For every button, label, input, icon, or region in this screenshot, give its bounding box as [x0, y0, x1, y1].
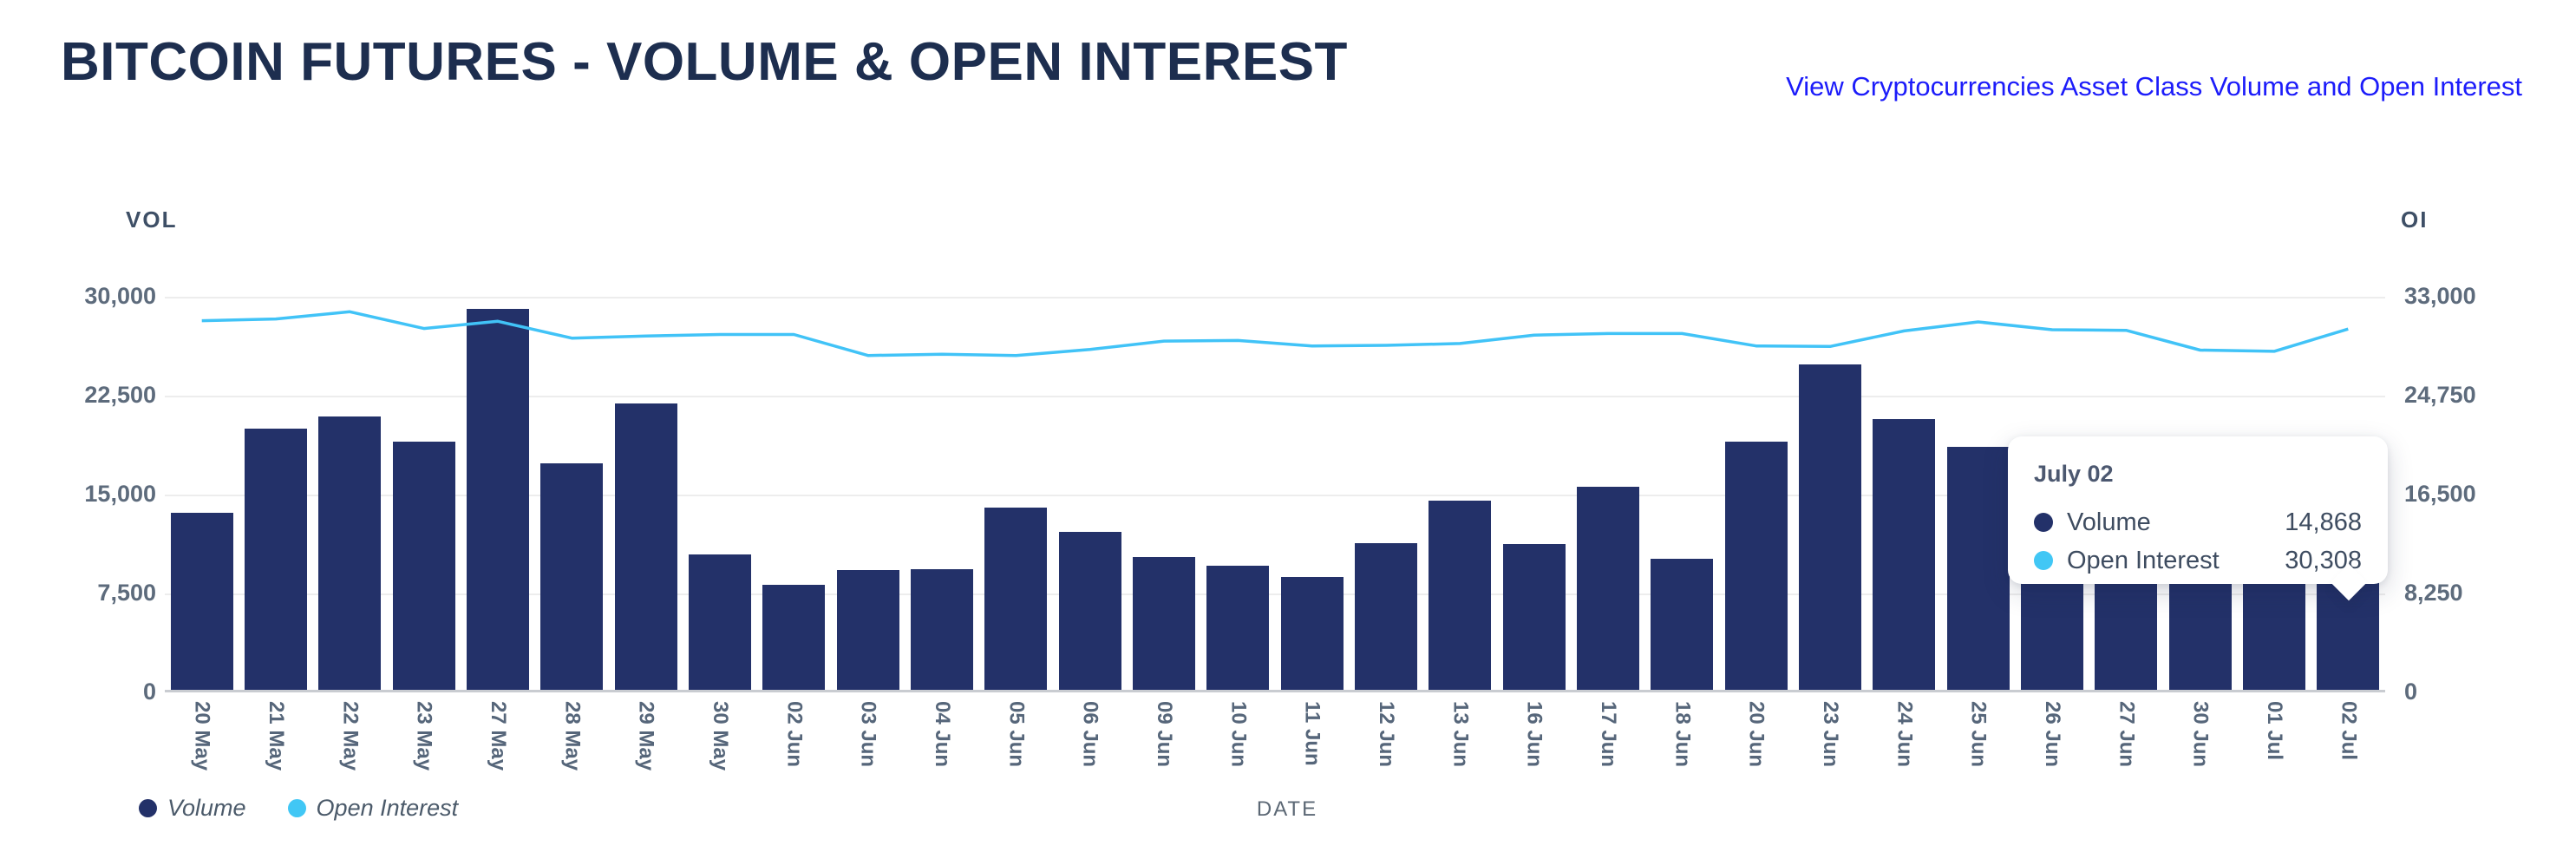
volume-bar-24-jun[interactable] [1873, 419, 1936, 690]
open-interest-dot-icon [2034, 551, 2053, 570]
left-tick: 30,000 [84, 283, 156, 309]
x-tick-05-jun: 05 Jun [1004, 701, 1029, 768]
left-axis-caption: VOL [126, 207, 178, 233]
x-tick-21-may: 21 May [265, 701, 288, 771]
volume-bar-28-may[interactable] [540, 462, 604, 690]
x-tick-25-jun: 25 Jun [1966, 701, 1991, 768]
x-tick-26-jun: 26 Jun [2041, 701, 2064, 768]
page-title: BITCOIN FUTURES - VOLUME & OPEN INTEREST [61, 32, 1348, 92]
volume-bar-22-may[interactable] [318, 416, 382, 690]
volume-bar-29-may[interactable] [614, 403, 677, 690]
open-interest-dot-icon [287, 799, 306, 817]
volume-bar-06-jun[interactable] [1058, 532, 1121, 690]
right-tick: 33,000 [2404, 283, 2476, 309]
volume-bar-05-jun[interactable] [984, 508, 1048, 690]
volume-bar-12-jun[interactable] [1355, 543, 1417, 690]
volume-bar-30-may[interactable] [689, 554, 751, 690]
x-tick-18-jun: 18 Jun [1670, 701, 1695, 768]
volume-bar-30-jun[interactable] [2168, 581, 2232, 690]
right-tick: 0 [2404, 679, 2418, 705]
volume-bar-09-jun[interactable] [1133, 557, 1195, 690]
tooltip-row-open-interest: Open Interest 30,308 [2034, 541, 2362, 580]
x-tick-04-jun: 04 Jun [931, 701, 954, 768]
volume-bar-04-jun[interactable] [911, 568, 973, 690]
volume-bar-21-may[interactable] [245, 429, 307, 690]
plot-area[interactable] [165, 297, 2385, 692]
tooltip-row-volume: Volume 14,868 [2034, 503, 2362, 541]
volume-bar-18-jun[interactable] [1651, 558, 1714, 690]
volume-bar-17-jun[interactable] [1577, 486, 1639, 690]
right-tick: 16,500 [2404, 481, 2476, 507]
x-tick-30-jun: 30 Jun [2188, 701, 2213, 768]
x-tick-02-jun: 02 Jun [782, 701, 807, 768]
left-tick: 7,500 [97, 580, 156, 606]
x-tick-10-jun: 10 Jun [1226, 701, 1251, 768]
volume-bar-26-jun[interactable] [2021, 580, 2083, 690]
gridline [165, 396, 2385, 397]
volume-dot-icon [2034, 513, 2053, 532]
x-tick-28-may: 28 May [560, 701, 585, 771]
tooltip-volume-value: 14,868 [2285, 508, 2362, 536]
tooltip-open-interest-label: Open Interest [2067, 546, 2220, 574]
volume-bar-02-jun[interactable] [762, 585, 826, 690]
x-tick-11-jun: 11 Jun [1300, 701, 1324, 766]
x-tick-13-jun: 13 Jun [1448, 701, 1473, 768]
x-tick-09-jun: 09 Jun [1153, 701, 1176, 768]
left-tick: 15,000 [84, 481, 156, 507]
x-tick-22-may: 22 May [338, 701, 363, 771]
volume-bar-23-jun[interactable] [1799, 364, 1861, 690]
gridline [165, 495, 2385, 496]
x-tick-12-jun: 12 Jun [1375, 701, 1398, 768]
x-tick-20-jun: 20 Jun [1744, 701, 1769, 768]
x-tick-24-jun: 24 Jun [1893, 701, 1917, 768]
x-tick-01-jul: 01 Jul [2263, 701, 2286, 761]
left-tick: 22,500 [84, 382, 156, 408]
x-tick-30-may: 30 May [709, 701, 732, 771]
volume-bar-13-jun[interactable] [1429, 500, 1492, 690]
x-tick-27-jun: 27 Jun [2115, 701, 2139, 768]
gridline [165, 297, 2385, 298]
asset-class-link[interactable]: View Cryptocurrencies Asset Class Volume… [1786, 71, 2522, 102]
volume-dot-icon [139, 799, 157, 817]
x-tick-27-may: 27 May [487, 701, 510, 771]
volume-bar-10-jun[interactable] [1206, 566, 1270, 690]
volume-bar-20-jun[interactable] [1724, 442, 1788, 690]
volume-bar-23-may[interactable] [392, 442, 455, 690]
x-tick-23-may: 23 May [412, 701, 436, 771]
legend: Volume Open Interest [139, 795, 458, 822]
left-tick: 0 [142, 679, 156, 705]
tooltip: July 02 Volume 14,868 Open Interest 30,3… [2008, 436, 2388, 601]
right-tick: 24,750 [2404, 382, 2476, 408]
volume-bar-16-jun[interactable] [1502, 544, 1566, 690]
x-tick-02-jul: 02 Jul [2337, 701, 2361, 761]
volume-bar-20-may[interactable] [170, 513, 233, 690]
volume-bar-03-jun[interactable] [836, 569, 899, 690]
tooltip-date: July 02 [2034, 461, 2114, 487]
volume-bar-11-jun[interactable] [1280, 577, 1344, 690]
right-axis-caption: OI [2401, 207, 2429, 233]
volume-bar-01-jul[interactable] [2243, 580, 2305, 690]
x-tick-29-may: 29 May [634, 701, 658, 771]
x-tick-23-jun: 23 Jun [1819, 701, 1842, 768]
legend-label-volume: Volume [167, 795, 246, 821]
open-interest-line [201, 310, 2349, 357]
x-tick-16-jun: 16 Jun [1522, 701, 1546, 768]
x-tick-06-jun: 06 Jun [1078, 701, 1102, 768]
volume-bar-27-jun[interactable] [2095, 580, 2158, 690]
tooltip-volume-label: Volume [2067, 508, 2151, 536]
x-tick-17-jun: 17 Jun [1597, 701, 1620, 768]
volume-bar-25-jun[interactable] [1946, 446, 2010, 690]
volume-bar-27-may[interactable] [467, 308, 529, 690]
gridline [165, 593, 2385, 595]
legend-item-volume[interactable]: Volume [139, 795, 246, 822]
right-tick: 8,250 [2404, 580, 2463, 606]
legend-label-open-interest: Open Interest [316, 795, 459, 821]
legend-item-open-interest[interactable]: Open Interest [287, 795, 459, 822]
x-tick-03-jun: 03 Jun [856, 701, 880, 768]
x-tick-20-may: 20 May [190, 701, 214, 771]
x-axis-title: DATE [1256, 797, 1318, 821]
